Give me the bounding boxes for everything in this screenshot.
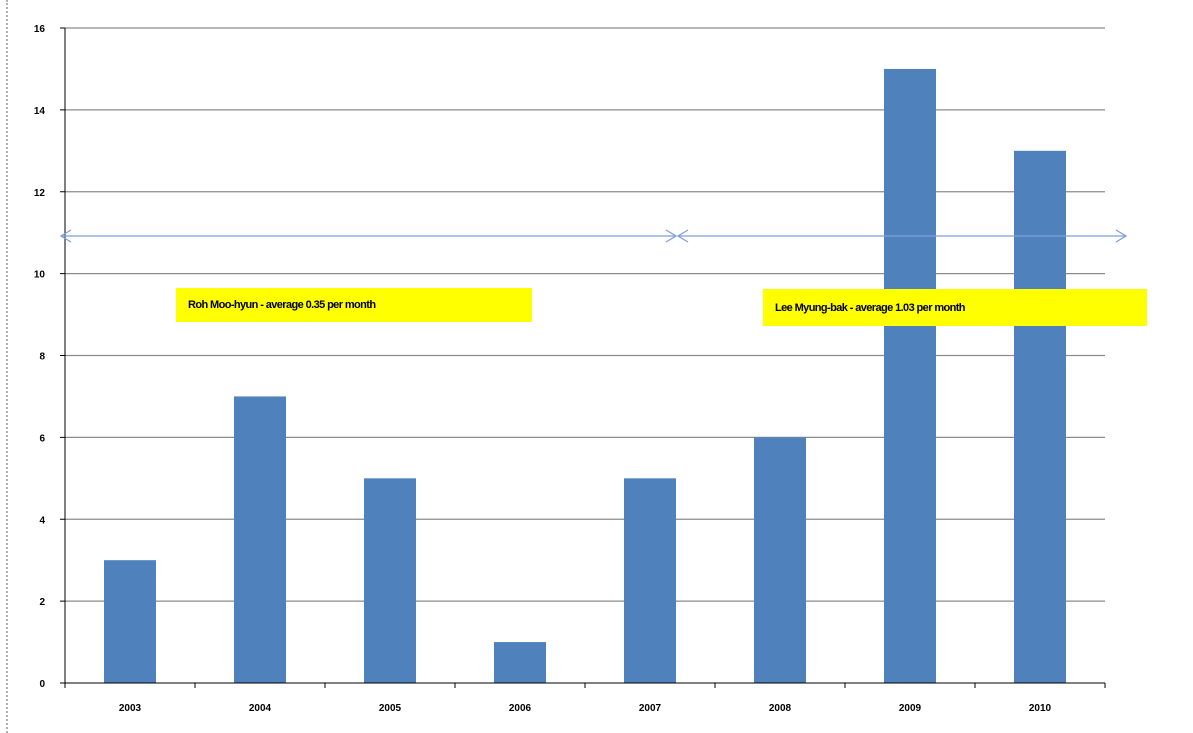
y-tick-label: 2 [39, 597, 45, 608]
y-tick-label: 14 [34, 106, 46, 117]
y-tick-label: 10 [34, 270, 46, 281]
bar-2008 [754, 437, 806, 683]
frame-edge [6, 0, 8, 733]
y-tick-label: 12 [34, 188, 46, 199]
period-arrows [59, 229, 1128, 243]
x-tick-label: 2008 [769, 703, 792, 714]
y-tick-label: 6 [39, 433, 45, 444]
arrowhead-left [59, 229, 72, 243]
bar-2004 [234, 396, 286, 683]
bar-2007 [624, 478, 676, 683]
x-tick-label: 2007 [639, 703, 662, 714]
annotation-roh-average: Roh Moo-hyun - average 0.35 per month [176, 288, 532, 322]
x-tick-label: 2003 [119, 703, 142, 714]
bar-2006 [494, 642, 546, 683]
bar-2010 [1014, 150, 1066, 683]
bar-2003 [104, 560, 156, 683]
arrowhead-left [676, 229, 689, 243]
bar-2005 [364, 478, 416, 683]
axes [60, 27, 1106, 688]
x-tick-label: 2010 [1029, 703, 1052, 714]
x-tick-label: 2005 [379, 703, 402, 714]
x-tick-label: 2006 [509, 703, 532, 714]
tick-labels: 0 2 4 6 8 10 12 14 16 2003 2004 2005 2006 2007 2008 200… [34, 24, 1052, 714]
y-tick-label: 0 [39, 679, 45, 690]
arrowhead-right [665, 229, 678, 243]
annotation-lee-average: Lee Myung-bak - average 1.03 per month [763, 289, 1147, 326]
bars [104, 68, 1066, 683]
x-tick-label: 2004 [249, 703, 272, 714]
x-tick-label: 2009 [899, 703, 922, 714]
y-tick-label: 4 [39, 515, 45, 526]
arrowhead-right [1115, 229, 1128, 243]
y-tick-label: 8 [39, 352, 45, 363]
y-tick-label: 16 [34, 24, 46, 35]
bar-2009 [884, 68, 936, 683]
